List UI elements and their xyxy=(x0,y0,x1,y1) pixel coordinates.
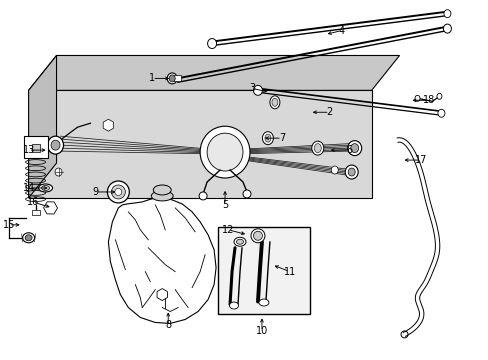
Ellipse shape xyxy=(437,109,444,117)
Ellipse shape xyxy=(115,189,122,195)
Ellipse shape xyxy=(436,93,441,99)
Text: 6: 6 xyxy=(346,145,352,155)
Ellipse shape xyxy=(153,185,171,195)
Ellipse shape xyxy=(269,96,279,109)
Text: 12: 12 xyxy=(222,225,234,235)
Ellipse shape xyxy=(347,168,354,176)
Ellipse shape xyxy=(236,239,243,244)
Ellipse shape xyxy=(259,299,268,306)
Text: 13: 13 xyxy=(22,145,35,155)
Polygon shape xyxy=(29,55,57,198)
Ellipse shape xyxy=(311,141,323,155)
Ellipse shape xyxy=(169,75,175,82)
Ellipse shape xyxy=(22,233,35,243)
Text: 16: 16 xyxy=(26,197,39,207)
Text: 5: 5 xyxy=(222,200,228,210)
Text: 9: 9 xyxy=(92,187,98,197)
Ellipse shape xyxy=(234,237,245,246)
Ellipse shape xyxy=(443,24,450,33)
Ellipse shape xyxy=(314,144,321,153)
Bar xyxy=(218,227,309,315)
Text: 4: 4 xyxy=(338,26,344,36)
Text: 1: 1 xyxy=(149,73,155,84)
Text: 14: 14 xyxy=(22,183,35,193)
Text: 2: 2 xyxy=(326,107,332,117)
Ellipse shape xyxy=(207,133,243,171)
Bar xyxy=(32,210,40,215)
Ellipse shape xyxy=(111,185,125,199)
Ellipse shape xyxy=(414,95,419,101)
Ellipse shape xyxy=(271,98,277,106)
Text: 3: 3 xyxy=(248,84,255,93)
Ellipse shape xyxy=(51,140,60,150)
Ellipse shape xyxy=(47,136,63,154)
Ellipse shape xyxy=(243,190,250,198)
Ellipse shape xyxy=(262,132,273,145)
Ellipse shape xyxy=(264,134,270,142)
Ellipse shape xyxy=(345,165,357,179)
Text: 8: 8 xyxy=(165,320,171,330)
Ellipse shape xyxy=(39,184,52,192)
Text: 15: 15 xyxy=(2,220,15,230)
Ellipse shape xyxy=(107,181,129,203)
Ellipse shape xyxy=(250,229,264,243)
Ellipse shape xyxy=(443,10,450,18)
Ellipse shape xyxy=(350,144,358,153)
Bar xyxy=(32,144,40,152)
Bar xyxy=(174,75,181,81)
Ellipse shape xyxy=(200,126,249,178)
Text: 11: 11 xyxy=(283,267,295,276)
Ellipse shape xyxy=(253,231,262,240)
Ellipse shape xyxy=(199,192,207,200)
Ellipse shape xyxy=(151,191,173,201)
Text: 10: 10 xyxy=(255,327,267,336)
Text: 17: 17 xyxy=(414,155,427,165)
Ellipse shape xyxy=(330,166,338,174)
Polygon shape xyxy=(29,55,399,90)
Polygon shape xyxy=(108,198,216,323)
Polygon shape xyxy=(29,90,371,198)
Ellipse shape xyxy=(253,85,262,95)
Ellipse shape xyxy=(229,302,238,309)
Ellipse shape xyxy=(41,185,49,190)
Ellipse shape xyxy=(207,39,216,49)
Ellipse shape xyxy=(55,168,62,176)
Ellipse shape xyxy=(167,73,177,84)
Text: 7: 7 xyxy=(278,133,285,143)
Text: 18: 18 xyxy=(423,95,435,105)
Bar xyxy=(23,136,47,158)
Ellipse shape xyxy=(347,141,361,156)
Ellipse shape xyxy=(25,235,32,241)
